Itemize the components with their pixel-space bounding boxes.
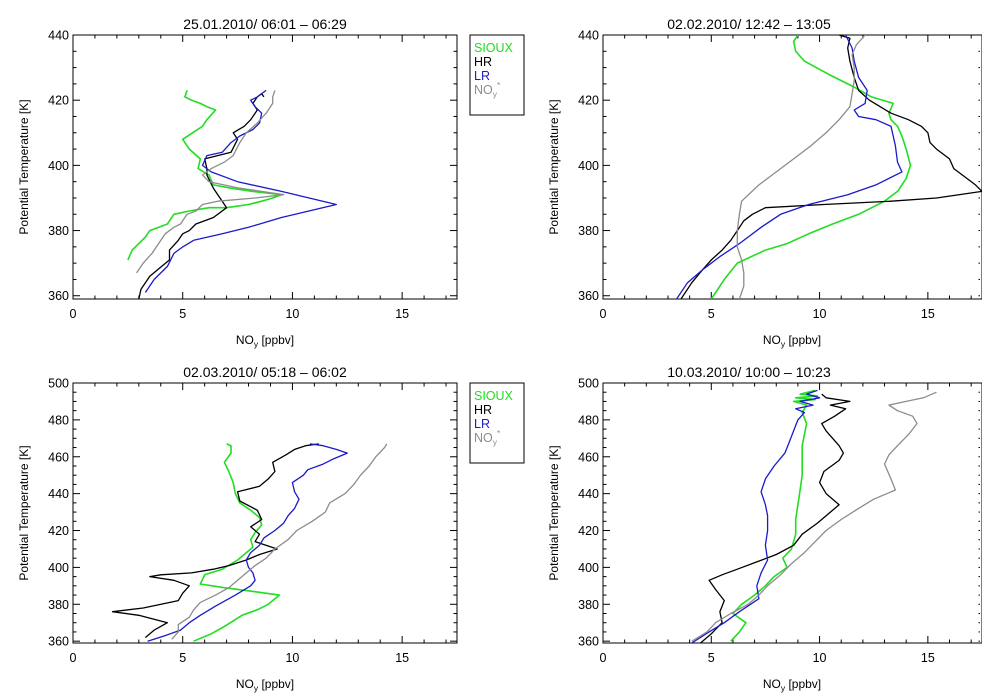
series-line-hr [700,393,851,643]
series-group [691,389,937,643]
y-tick-label: 420 [48,94,69,108]
legend-entry: LR [474,69,490,83]
y-axis-label: Potential Temperature [K] [17,445,31,580]
chart-title: 02.03.2010/ 05:18 – 06:02 [183,364,347,380]
chart-panel-4: 0 5 10 15 360 380 400 420 440 460 480 500 10.03.2010… [547,364,982,693]
legend-entry: SIOUX [474,389,514,403]
x-tick-label: 15 [395,307,409,321]
legend-entry: HR [474,55,492,69]
chart-panel-3: 0 5 10 15 360 380 400 420 440 460 480 500 02.03.2010… [17,364,458,693]
y-tick-label: 420 [578,524,599,538]
series-group [127,89,337,299]
x-axis-label: NOy [ppbv] [236,333,294,349]
legend-box [469,34,525,116]
y-tick-label: 400 [48,159,69,173]
x-tick-label: 0 [600,651,607,665]
x-axis-label: NOy [ppbv] [236,677,294,693]
y-tick-label: 440 [48,487,69,501]
legend-entry: HR [474,403,492,417]
x-tick-label: 5 [708,651,715,665]
plot-frame [602,34,982,300]
chart-title: 25.01.2010/ 06:01 – 06:29 [183,16,347,32]
plot-frame [72,382,458,644]
x-tick-label: 5 [179,651,186,665]
y-tick-label: 380 [48,224,69,238]
y-tick-label: 400 [578,561,599,575]
y-tick-label: 460 [48,450,69,464]
series-line-no-y- [736,35,866,299]
legend-entry: NOy* [474,80,501,99]
series-line-hr [138,93,265,299]
y-tick-label: 420 [48,524,69,538]
series-line-lr [691,389,821,643]
series-line-lr [147,443,348,642]
y-tick-label: 480 [48,413,69,427]
series-line-sioux [127,90,283,261]
chart-panel-2: 0 5 10 15 360 380 400 420 440 02.02.2010/ 12:42 –… [547,16,982,349]
x-tick-label: 0 [70,307,77,321]
y-tick-label: 500 [578,377,599,391]
y-tick-label: 480 [578,413,599,427]
x-tick-label: 15 [921,307,935,321]
y-tick-label: 400 [48,561,69,575]
y-tick-label: 380 [578,224,599,238]
x-tick-label: 10 [813,651,827,665]
legend-entry: LR [474,417,490,431]
chart-title: 10.03.2010/ 10:00 – 10:23 [667,364,831,380]
y-tick-label: 380 [578,598,599,612]
series-line-sioux [710,35,912,299]
y-tick-label: 360 [48,289,69,303]
x-axis-label: NOy [ppbv] [763,677,821,693]
series-group [676,35,982,299]
series-line-sioux [193,443,281,642]
x-tick-label: 0 [600,307,607,321]
y-tick-label: 360 [48,635,69,649]
chart-panel-1: 0 5 10 15 360 380 400 420 440 25.01.2010/ 06:01 –… [17,16,458,349]
x-tick-label: 10 [813,307,827,321]
y-tick-label: 500 [48,377,69,391]
x-tick-label: 5 [708,307,715,321]
x-tick-label: 10 [285,651,299,665]
x-tick-label: 0 [70,651,77,665]
plot-frame [72,34,458,300]
series-line-sioux [730,389,819,642]
y-tick-label: 460 [578,450,599,464]
series-line-hr [680,35,982,299]
x-tick-label: 15 [921,651,935,665]
series-line-no-y- [171,443,388,640]
series-line-no-y- [691,391,937,642]
y-tick-label: 420 [578,94,599,108]
plot-frame [602,382,982,644]
y-tick-label: 400 [578,159,599,173]
legend-entry: NOy* [474,428,501,447]
y-tick-label: 380 [48,598,69,612]
series-line-hr [111,443,319,638]
x-tick-label: 15 [395,651,409,665]
y-tick-label: 440 [578,29,599,43]
series-group [111,443,388,642]
y-tick-label: 440 [48,29,69,43]
y-axis-label: Potential Temperature [K] [547,445,561,580]
y-axis-label: Potential Temperature [K] [547,99,561,234]
x-tick-label: 5 [179,307,186,321]
y-tick-label: 360 [578,289,599,303]
legend-box [469,382,525,464]
y-tick-label: 440 [578,487,599,501]
x-tick-label: 10 [285,307,299,321]
y-tick-label: 360 [578,635,599,649]
chart-title: 02.02.2010/ 12:42 – 13:05 [667,16,831,32]
series-line-lr [144,89,337,293]
y-axis-label: Potential Temperature [K] [17,99,31,234]
legend-entry: SIOUX [474,41,514,55]
x-axis-label: NOy [ppbv] [763,333,821,349]
series-line-no-y- [136,90,285,274]
series-line-lr [676,35,903,299]
